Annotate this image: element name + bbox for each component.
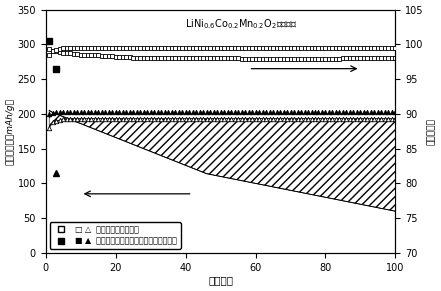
Text: LiNi$_{0.6}$Co$_{0.2}$Mn$_{0.2}$O$_2$三元正极: LiNi$_{0.6}$Co$_{0.2}$Mn$_{0.2}$O$_2$三元正… [185,17,298,31]
Y-axis label: 放电比容量（mAh/g）: 放电比容量（mAh/g） [6,98,15,165]
X-axis label: 循环周数: 循环周数 [208,276,233,285]
Legend: □ △  碳酸乙烯酯基电解液, ■ ▲  碳酸二乙酯稀释后的碳酸丙烯酯电解液: □ △ 碳酸乙烯酯基电解液, ■ ▲ 碳酸二乙酯稀释后的碳酸丙烯酯电解液 [50,222,180,249]
Y-axis label: 充放电效率: 充放电效率 [426,118,435,145]
